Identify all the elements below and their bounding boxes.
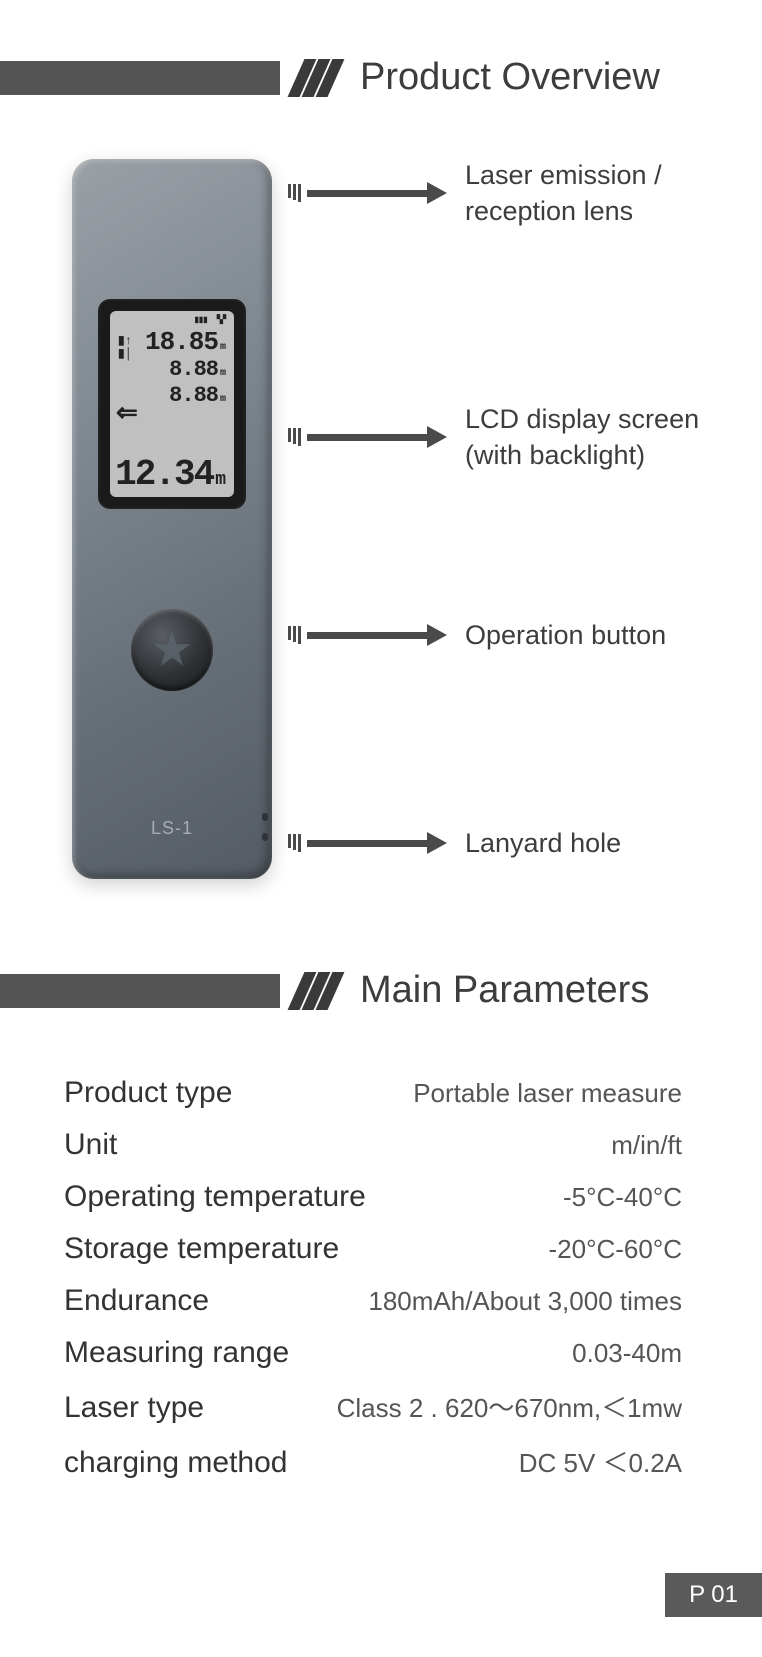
callout-label: Operation button (465, 617, 666, 653)
device-body: ▮▮▮▝▞ ▮↑▮│ ⇐ 18.85m 8.88m 8.88m 12.34m (72, 159, 272, 879)
param-row: Product type Portable laser measure (64, 1076, 682, 1110)
param-value: 180mAh/About 3,000 times (368, 1286, 682, 1317)
callout-label: LCD display screen (with backlight) (465, 401, 735, 474)
lcd-line-4: 12.34m (118, 457, 226, 493)
param-row: Laser type Class 2 . 620～670nm,＜1mw (64, 1388, 682, 1425)
param-row: Measuring range 0.03-40m (64, 1336, 682, 1370)
param-row: Storage temperature -20°C-60°C (64, 1232, 682, 1266)
lcd-screen: ▮▮▮▝▞ ▮↑▮│ ⇐ 18.85m 8.88m 8.88m 12.34m (110, 311, 234, 497)
section-parameters-title: Main Parameters (360, 969, 649, 1012)
lcd-line-2: 8.88m (118, 359, 226, 381)
lcd-frame: ▮▮▮▝▞ ▮↑▮│ ⇐ 18.85m 8.88m 8.88m 12.34m (98, 299, 246, 509)
param-value: Portable laser measure (413, 1078, 682, 1109)
param-label: Laser type (64, 1391, 204, 1425)
page-number: P 01 (665, 1573, 762, 1617)
param-value: Class 2 . 620～670nm,＜1mw (337, 1388, 682, 1425)
section-parameters-heading: Main Parameters (0, 969, 762, 1012)
heading-chevrons (296, 972, 336, 1010)
param-label: Product type (64, 1076, 232, 1110)
param-label: Operating temperature (64, 1180, 366, 1214)
product-diagram: ▮▮▮▝▞ ▮↑▮│ ⇐ 18.85m 8.88m 8.88m 12.34m (0, 139, 762, 929)
param-row: Unit m/in/ft (64, 1128, 682, 1162)
operation-button (131, 609, 213, 691)
param-value: -5°C-40°C (563, 1182, 682, 1213)
param-label: Endurance (64, 1284, 209, 1318)
param-row: Operating temperature -5°C-40°C (64, 1180, 682, 1214)
button-star-icon (153, 631, 191, 669)
heading-bar (0, 974, 280, 1008)
section-overview-heading: Product Overview (0, 56, 762, 99)
lcd-status-icons: ▮▮▮▝▞ (118, 317, 226, 325)
device-model-label: LS-1 (151, 818, 193, 839)
callout-lcd: LCD display screen (with backlight) (288, 401, 735, 474)
callout-laser-lens: Laser emission / reception lens (288, 157, 735, 230)
lcd-ref-icon: ▮↑▮│ (118, 335, 132, 361)
param-label: Unit (64, 1128, 117, 1162)
param-value: m/in/ft (611, 1130, 682, 1161)
heading-chevrons (296, 59, 336, 97)
callout-label: Lanyard hole (465, 825, 621, 861)
param-value: 0.03-40m (572, 1338, 682, 1369)
lcd-arrow-icon: ⇐ (116, 401, 138, 427)
callout-label: Laser emission / reception lens (465, 157, 735, 230)
section-overview-title: Product Overview (360, 56, 660, 99)
param-row: Endurance 180mAh/About 3,000 times (64, 1284, 682, 1318)
param-value: -20°C-60°C (548, 1234, 682, 1265)
param-label: charging method (64, 1446, 287, 1480)
heading-bar (0, 61, 280, 95)
callout-operation-button: Operation button (288, 617, 666, 653)
param-label: Storage temperature (64, 1232, 339, 1266)
param-label: Measuring range (64, 1336, 289, 1370)
parameters-list: Product type Portable laser measure Unit… (0, 1052, 762, 1480)
callout-lanyard-hole: Lanyard hole (288, 825, 621, 861)
lcd-line-1: 18.85m (118, 329, 226, 355)
lanyard-holes (262, 813, 268, 841)
param-row: charging method DC 5V ＜0.2A (64, 1443, 682, 1480)
param-value: DC 5V ＜0.2A (519, 1443, 682, 1480)
